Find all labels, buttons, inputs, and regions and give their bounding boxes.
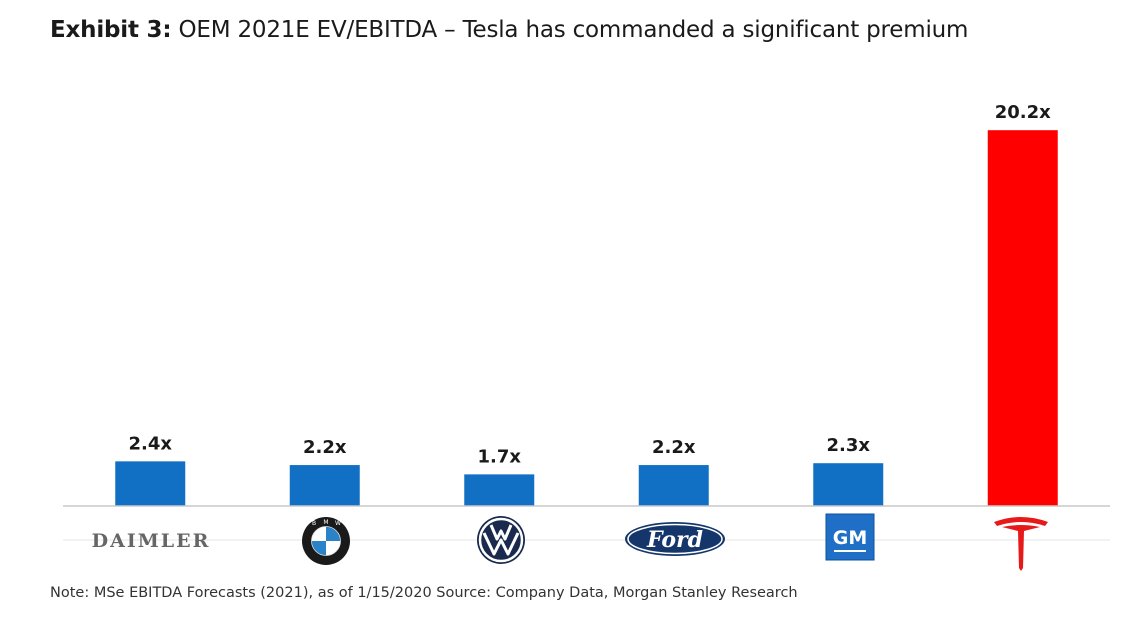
data-label-volkswagen: 1.7x <box>478 446 522 467</box>
data-label-ford: 2.2x <box>652 437 696 458</box>
ford-logo: Ford <box>625 522 725 556</box>
bar-tesla <box>987 130 1058 507</box>
volkswagen-logo <box>477 516 525 564</box>
ford-logo-text: Ford <box>646 527 703 553</box>
data-label-tesla: 20.2x <box>995 102 1051 123</box>
bars-group <box>115 130 1058 507</box>
footnote: Note: MSe EBITDA Forecasts (2021), as of… <box>50 585 798 601</box>
data-labels-group: 2.4x 2.2x 1.7x 2.2x 2.3x 20.2x <box>129 102 1052 467</box>
data-label-daimler: 2.4x <box>129 433 173 454</box>
bmw-logo: B M W <box>302 517 350 565</box>
data-label-gm: 2.3x <box>827 435 871 456</box>
gm-logo-text: GM <box>833 527 868 549</box>
bmw-letter-b: B <box>312 520 316 527</box>
bar-ford <box>638 465 709 506</box>
daimler-logo: DAIMLER <box>92 530 211 552</box>
chart-title: Exhibit 3: OEM 2021E EV/EBITDA – Tesla h… <box>50 15 968 45</box>
bar-gm <box>813 463 884 506</box>
bar-daimler <box>115 461 186 506</box>
bar-bmw <box>289 465 360 506</box>
bmw-letter-m: M <box>323 519 328 526</box>
bar-volkswagen <box>464 474 535 506</box>
tesla-logo <box>994 517 1048 571</box>
bmw-letter-w: W <box>335 520 341 527</box>
gm-logo: GM <box>825 513 875 561</box>
exhibit-label: Exhibit 3: <box>50 17 172 43</box>
exhibit-title: OEM 2021E EV/EBITDA – Tesla has commande… <box>178 17 969 43</box>
data-label-bmw: 2.2x <box>303 437 347 458</box>
